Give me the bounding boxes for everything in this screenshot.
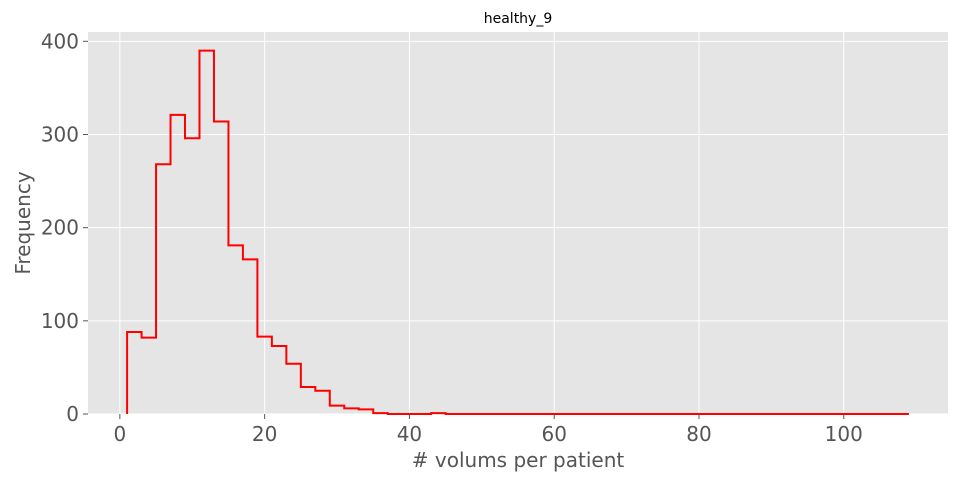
y-tick-label: 0 [66, 402, 79, 426]
x-tick-label: 80 [686, 422, 711, 446]
y-axis-label: Frequency [11, 171, 35, 274]
x-tick-label: 0 [113, 422, 126, 446]
x-axis-ticks: 0 20 40 60 80 100 [113, 414, 863, 446]
x-axis-label: # volums per patient [412, 448, 625, 472]
y-tick-label: 200 [41, 216, 79, 240]
x-tick-label: 100 [825, 422, 863, 446]
x-gridlines [119, 32, 845, 414]
x-tick-label: 60 [541, 422, 566, 446]
plot-area [88, 32, 948, 414]
y-tick-label: 300 [41, 122, 79, 146]
x-tick-label: 20 [252, 422, 277, 446]
y-axis-ticks: 0 100 200 300 400 [41, 29, 88, 426]
chart-title: healthy_9 [484, 11, 553, 27]
histogram-step-line [126, 49, 909, 415]
y-tick-label: 400 [41, 29, 79, 53]
y-tick-label: 100 [41, 309, 79, 333]
x-tick-label: 40 [397, 422, 422, 446]
